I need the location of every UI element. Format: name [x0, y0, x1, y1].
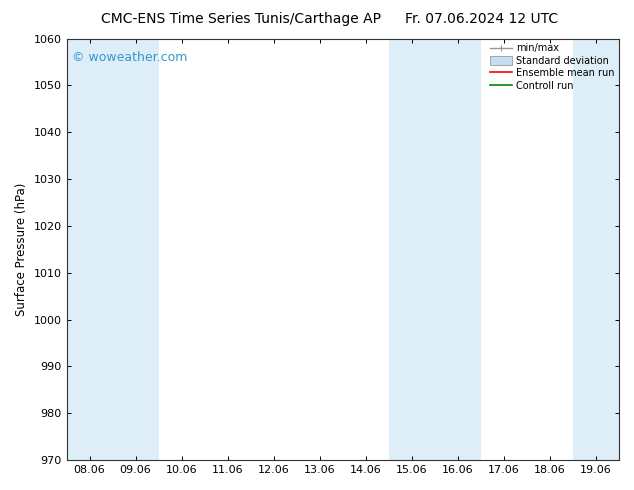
Bar — [573, 39, 619, 460]
Y-axis label: Surface Pressure (hPa): Surface Pressure (hPa) — [15, 183, 28, 316]
Text: Fr. 07.06.2024 12 UTC: Fr. 07.06.2024 12 UTC — [405, 12, 559, 26]
Bar — [67, 39, 113, 460]
Text: CMC-ENS Time Series Tunis/Carthage AP: CMC-ENS Time Series Tunis/Carthage AP — [101, 12, 381, 26]
Bar — [435, 39, 481, 460]
Bar — [113, 39, 158, 460]
Text: © woweather.com: © woweather.com — [72, 51, 188, 64]
Legend: min/max, Standard deviation, Ensemble mean run, Controll run: min/max, Standard deviation, Ensemble me… — [488, 42, 616, 93]
Bar — [389, 39, 435, 460]
